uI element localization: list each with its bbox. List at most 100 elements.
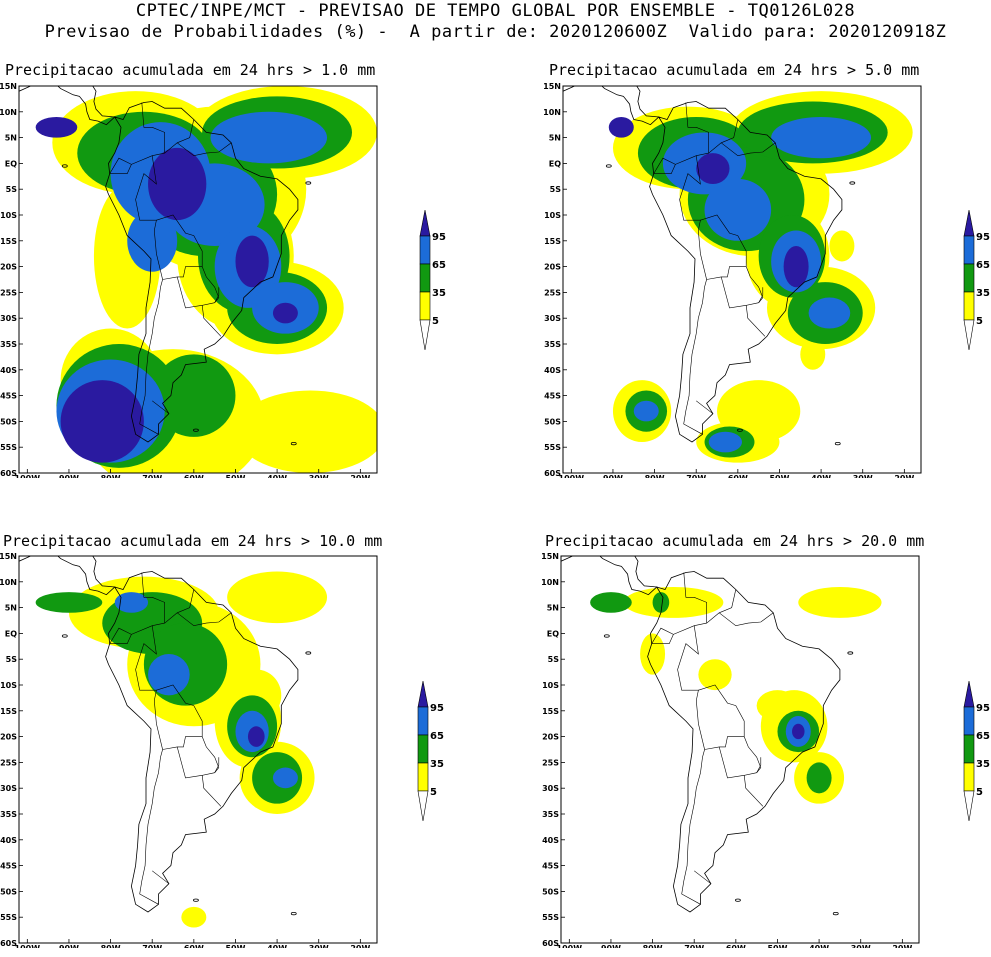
colorbar-label: 5 [976,316,983,327]
probability-region [148,654,190,696]
coastlines [19,556,312,916]
island [849,181,856,185]
probability-region [623,586,724,618]
country-border [720,276,747,309]
probability-region [698,659,732,691]
probability-region [829,230,855,262]
lat-label: 15S [544,237,561,246]
colorbar-label: 5 [430,787,437,798]
lat-label: 30S [542,784,559,793]
country-border [675,155,707,280]
coastlines [19,86,312,446]
island [832,911,839,916]
lat-label: 25S [0,758,17,767]
lat-label: 40S [542,836,559,845]
lon-label: 30W [309,474,329,478]
lon-label: 80W [643,944,663,948]
lon-label: 70W [142,474,162,478]
country-border [719,612,774,627]
country-border [156,684,203,750]
lat-label: 15N [0,82,17,91]
country-border [109,627,132,644]
lat-label: 50S [0,887,17,896]
country-border [758,287,764,303]
lat-label: 15N [542,552,559,561]
lon-label: 90W [59,474,79,478]
lat-label: EQ [549,159,561,168]
island [193,898,199,902]
probability-region [247,726,265,747]
lat-label: 40S [0,836,17,845]
lat-label: 10N [542,578,559,587]
lon-label: 50W [225,944,245,948]
country-border [694,870,712,884]
country-border [681,749,705,905]
country-border [214,287,220,303]
island [305,181,312,185]
lat-label: 50S [542,887,559,896]
colorbar-1: 5 35 65 95 [418,208,448,356]
lat-label: 5S [6,655,18,664]
lon-label: 30W [851,944,871,948]
lat-label: 15N [0,552,17,561]
probability-region [756,690,799,722]
lat-label: 10N [0,108,17,117]
colorbar-label: 65 [976,260,990,271]
lat-label: 10N [544,108,561,117]
lat-label: 25S [544,288,561,297]
probability-region [227,571,328,624]
colorbar-segment [963,762,975,792]
colorbar-segment [417,734,429,764]
lat-label: 5S [550,185,562,194]
lon-label: 30W [853,474,873,478]
colorbar-3: 5 35 65 95 [416,679,446,827]
country-border [139,279,163,435]
lat-label: 30S [0,784,17,793]
country-border [653,157,676,174]
colorbar-label: 95 [430,703,444,714]
colorbar-bottom-arrow [963,319,975,351]
colorbar-4: 5 35 65 95 [962,679,991,827]
lat-label: 5S [548,655,560,664]
lon-label: 60W [184,944,204,948]
probability-region [704,178,772,241]
colorbar-segment [419,291,431,321]
lat-label: 50S [544,417,561,426]
lat-label: 20S [542,733,559,742]
probability-region [652,592,670,613]
colorbar-bottom-arrow [963,790,975,822]
lat-label: EQ [5,629,17,638]
probability-region [35,592,103,613]
lon-label: 80W [101,474,121,478]
country-border [177,142,232,157]
lat-label: 20S [544,263,561,272]
colorbar-label: 65 [432,260,446,271]
lon-label: 90W [59,944,79,948]
colorbar-label: 65 [430,731,444,742]
colorbar-label: 95 [432,232,446,243]
country-border [141,572,165,624]
figure-subtitle: Previsao de Probabilidades (%) - A parti… [44,22,947,42]
country-border [141,102,165,154]
country-border [176,276,203,309]
lat-label: 10S [0,681,17,690]
colorbar-segment [419,263,431,293]
colorbar-segment [963,706,975,736]
colorbar-label: 35 [432,288,446,299]
lat-label: 10S [0,211,17,220]
lon-label: 80W [101,944,121,948]
probability-region [792,723,805,740]
colorbar-label: 35 [430,759,444,770]
lat-label: 55S [0,443,17,452]
country-border [700,214,747,280]
probability-region [800,338,826,370]
lat-label: 45S [544,392,561,401]
island [737,428,743,432]
lon-label: 70W [142,944,162,948]
colorbar-label: 95 [976,703,990,714]
probability-region [808,297,851,329]
island [603,634,610,638]
lon-label: 100W [15,944,41,948]
south-america-coast [105,571,299,913]
central-america-coast [19,86,116,126]
